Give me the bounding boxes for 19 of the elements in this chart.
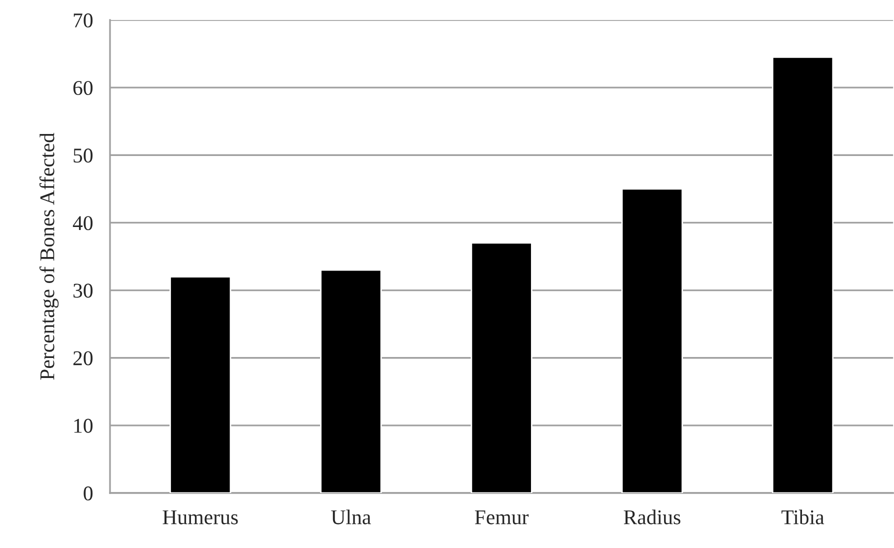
y-tick-label: 40 — [72, 216, 93, 230]
y-tick-label: 10 — [74, 418, 93, 433]
y-tick-label: 70 — [74, 13, 93, 28]
bar — [470, 242, 532, 493]
y-tick-label: 30 — [73, 284, 93, 298]
y-axis-title: Percentage of Bones Affected — [39, 132, 59, 380]
bar — [621, 188, 683, 493]
x-tick-label: Femur — [474, 510, 529, 524]
x-tick-label: Humerus — [162, 510, 238, 524]
y-tick-label: 20 — [73, 351, 93, 366]
bar — [320, 269, 382, 493]
x-tick-label: Tibia — [782, 510, 824, 524]
bar — [772, 56, 834, 493]
y-tick-label: 50 — [74, 148, 93, 163]
x-tick-label: Ulna — [331, 510, 371, 524]
y-tick-label: 60 — [73, 80, 93, 96]
y-tick-label: 0 — [84, 486, 93, 500]
x-tick-label: Radius — [624, 510, 680, 524]
bar — [170, 276, 232, 493]
